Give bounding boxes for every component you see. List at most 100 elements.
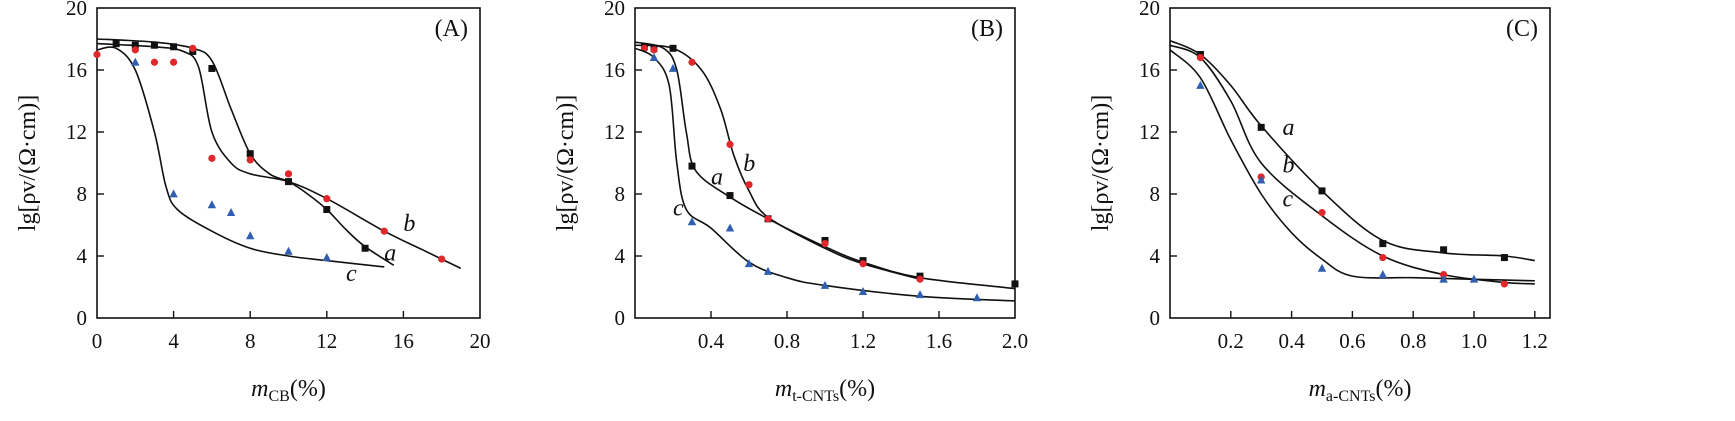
data-point-triangle — [131, 57, 140, 66]
series-a — [1169, 39, 1535, 262]
x-tick-label: 1.2 — [850, 329, 876, 353]
x-tick-label: 4 — [168, 329, 179, 353]
data-point-triangle — [1257, 175, 1266, 184]
data-point-triangle — [322, 252, 331, 261]
data-point-circle — [1196, 54, 1204, 62]
data-point-triangle — [1469, 274, 1479, 283]
curve-label-b: b — [743, 151, 755, 177]
x-tick-label: 20 — [470, 329, 491, 353]
data-point-circle — [1379, 253, 1387, 262]
data-point-triangle — [744, 259, 754, 268]
data-point-square — [170, 43, 178, 51]
y-tick-label: 4 — [615, 244, 626, 268]
data-point-square — [1011, 280, 1019, 288]
data-point-circle — [131, 46, 139, 54]
y-tick-label: 8 — [1150, 182, 1161, 206]
data-point-triangle — [1196, 80, 1205, 89]
curve-label-a: a — [711, 165, 723, 191]
y-tick-label: 0 — [1150, 306, 1161, 330]
data-point-circle — [170, 58, 178, 66]
curve-label-a: a — [384, 241, 396, 267]
y-tick-label: 20 — [1139, 0, 1160, 20]
data-point-circle — [859, 260, 867, 268]
data-point-triangle — [246, 231, 255, 240]
x-tick-label: 0.8 — [774, 329, 800, 353]
data-point-square — [726, 192, 734, 200]
y-tick-label: 16 — [1139, 58, 1160, 82]
data-point-triangle — [284, 246, 293, 255]
data-point-circle — [688, 58, 696, 66]
data-point-square — [208, 64, 216, 72]
curve-label-c: c — [1282, 186, 1293, 212]
x-tick-label: 1.0 — [1461, 329, 1487, 353]
y-tick-label: 16 — [604, 58, 625, 82]
curve-label-b: b — [1282, 152, 1294, 178]
x-axis-label-main: m — [1309, 376, 1326, 402]
x-axis-label: ma-CNTs(%) — [1309, 376, 1412, 405]
x-tick-label: 0.4 — [1278, 329, 1305, 353]
data-point-circle — [150, 58, 159, 66]
x-tick-label: 12 — [316, 329, 337, 353]
data-point-circle — [821, 240, 829, 248]
data-point-circle — [640, 44, 649, 52]
plot-frame — [96, 7, 481, 319]
x-axis-label-unit: (%) — [1375, 376, 1411, 402]
x-axis-label-sub: CB — [269, 388, 290, 405]
data-point-square — [361, 244, 369, 252]
data-point-square — [1257, 123, 1265, 131]
data-point-triangle — [763, 266, 773, 275]
data-point-triangle — [649, 53, 659, 61]
data-point-triangle — [725, 223, 735, 232]
x-tick-label: 1.6 — [926, 329, 952, 353]
data-point-triangle — [820, 280, 830, 289]
panel-label: (B) — [971, 16, 1003, 42]
data-point-square — [1500, 254, 1508, 262]
series-b — [93, 42, 462, 270]
x-axis-label-unit: (%) — [290, 376, 326, 402]
x-axis-label: mt-CNTs(%) — [775, 376, 875, 405]
series-b — [1169, 44, 1535, 288]
curve-label-c: c — [673, 196, 684, 222]
x-tick-label: 0 — [92, 329, 103, 353]
x-axis-label-main: m — [251, 376, 268, 402]
y-tick-label: 8 — [615, 182, 626, 206]
x-tick-label: 1.2 — [1522, 329, 1548, 353]
data-point-circle — [1440, 271, 1448, 279]
fit-curve-c — [1169, 49, 1535, 282]
data-point-square — [1440, 246, 1448, 254]
x-axis-label: mCB(%) — [251, 376, 326, 405]
data-point-triangle — [668, 63, 678, 72]
series-a — [634, 41, 1019, 290]
data-point-square — [246, 150, 254, 158]
data-point-triangle — [972, 293, 982, 302]
data-point-square — [323, 206, 331, 213]
data-point-circle — [1318, 209, 1326, 217]
series-a — [96, 38, 395, 266]
data-point-triangle — [1439, 274, 1448, 283]
x-axis-label-sub: a-CNTs — [1326, 388, 1376, 405]
data-point-circle — [438, 255, 446, 263]
data-point-circle — [380, 227, 388, 235]
series-c — [96, 46, 385, 268]
data-point-triangle — [226, 208, 236, 216]
y-axis-label: lg[ρv/(Ω·cm)] — [1088, 95, 1114, 231]
y-tick-label: 4 — [77, 244, 88, 268]
data-point-square — [688, 162, 696, 170]
y-tick-label: 12 — [604, 120, 625, 144]
data-point-circle — [726, 140, 734, 148]
data-point-triangle — [687, 217, 697, 226]
data-point-circle — [916, 275, 924, 283]
panel-label: (A) — [435, 16, 468, 42]
data-point-circle — [650, 46, 658, 54]
curve-label-a: a — [1282, 115, 1294, 141]
data-point-square — [1318, 187, 1326, 195]
fit-curve-c — [634, 47, 1016, 302]
panel-b: 0 4 8 12 16 20 0.4 0.8 1.2 1.6 2.0 (B) mt-CNTs(%) lg[… — [553, 0, 1028, 405]
data-point-circle — [764, 215, 772, 223]
data-point-triangle — [858, 287, 868, 296]
y-tick-label: 8 — [77, 182, 88, 206]
x-tick-label: 2.0 — [1002, 329, 1028, 353]
y-tick-label: 12 — [66, 120, 87, 144]
y-tick-label: 12 — [1139, 120, 1160, 144]
